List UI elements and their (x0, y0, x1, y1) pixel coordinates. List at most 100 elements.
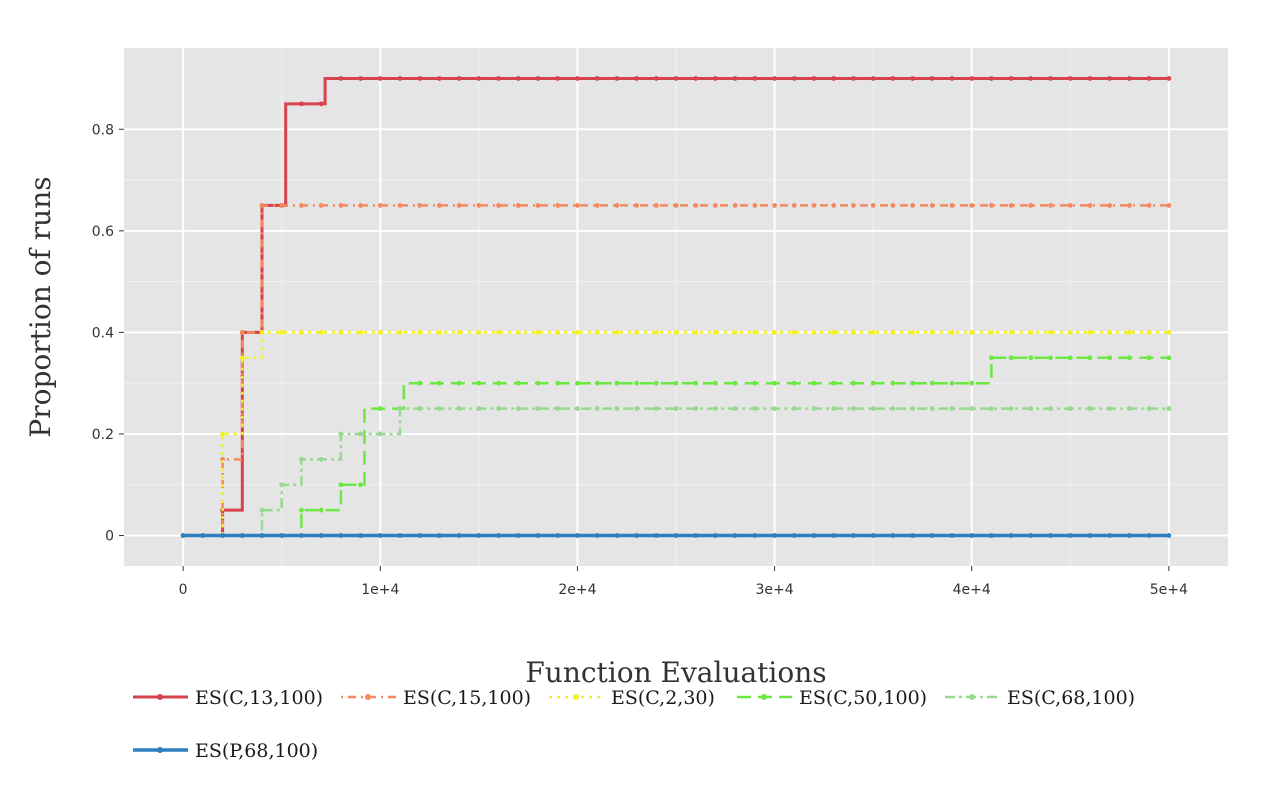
series-point (1127, 329, 1132, 335)
series-layer (180, 76, 1172, 538)
series-point (1107, 355, 1113, 361)
series-point (1087, 329, 1093, 335)
series-point (989, 533, 994, 538)
series-point (732, 406, 738, 411)
series-point (1048, 329, 1053, 335)
series-point (752, 203, 758, 208)
legend-item: ES(C,15,100) (341, 687, 531, 709)
series-point (713, 406, 718, 411)
y-tick-label: 0 (105, 529, 114, 545)
series-point (693, 76, 699, 81)
series-point (1087, 533, 1093, 538)
series-point (851, 380, 856, 386)
series-point (279, 329, 285, 335)
series-point (811, 380, 817, 386)
legend-item: ES(P,68,100) (133, 740, 318, 762)
series-point (1166, 329, 1172, 335)
series-point (634, 380, 639, 386)
series-point (1127, 533, 1132, 538)
series-point (1008, 355, 1014, 361)
series-point (929, 406, 935, 411)
series-point (555, 533, 561, 538)
series-point (732, 203, 738, 208)
axis-ticks: 0 1e+4 2e+4 3e+4 4e+4 5e+4 0 0.2 0.4 0.6 0.8 (92, 122, 1188, 598)
series-point (535, 533, 541, 538)
series-point (594, 329, 600, 335)
series-point (1048, 76, 1053, 81)
series-point (476, 380, 482, 386)
series-point (634, 76, 639, 81)
series-point (791, 203, 797, 208)
series-line (183, 407, 1169, 537)
series-point (338, 431, 344, 437)
series-point (1048, 406, 1053, 411)
series-point (969, 406, 975, 411)
series-point (910, 203, 915, 208)
series-point (220, 431, 225, 437)
series-point (831, 533, 837, 538)
series-point (358, 431, 363, 437)
series-point (259, 329, 265, 335)
series-point (1028, 533, 1034, 538)
series-point (555, 380, 561, 386)
legend-item: ES(C,50,100) (737, 687, 927, 709)
series-point (535, 203, 541, 208)
series-point (910, 533, 915, 538)
series-point (653, 406, 659, 411)
series-ES(C,15,100) (180, 203, 1172, 538)
series-point (1166, 533, 1172, 538)
series-point (673, 380, 679, 386)
series-point (496, 203, 501, 208)
series-point (575, 406, 580, 411)
series-point (673, 329, 679, 335)
series-point (831, 329, 837, 335)
legend-label: ES(C,68,100) (1007, 687, 1135, 709)
legend-key-point (969, 694, 975, 700)
series-point (437, 203, 442, 208)
series-point (851, 329, 856, 335)
series-point (299, 203, 304, 208)
series-point (890, 406, 896, 411)
series-point (870, 406, 876, 411)
y-tick-label: 0.2 (92, 427, 114, 443)
series-point (397, 533, 403, 538)
series-point (318, 456, 324, 462)
legend-key-point (157, 694, 163, 700)
series-point (673, 76, 679, 81)
series-point (949, 203, 955, 208)
series-point (910, 76, 915, 81)
series-point (713, 380, 718, 386)
x-tick-label: 0 (179, 582, 188, 598)
series-point (772, 533, 777, 538)
series-point (299, 329, 304, 335)
series-point (713, 76, 718, 81)
series-point (811, 533, 817, 538)
series-point (752, 329, 758, 335)
series-point (535, 76, 541, 81)
series-point (634, 203, 639, 208)
series-point (496, 380, 501, 386)
x-axis-title: Function Evaluations (525, 656, 826, 689)
series-point (713, 329, 718, 335)
series-point (496, 533, 501, 538)
series-point (969, 76, 975, 81)
series-point (575, 329, 580, 335)
series-point (456, 329, 462, 335)
series-point (496, 406, 501, 411)
series-point (456, 406, 462, 411)
series-point (594, 76, 600, 81)
series-point (614, 76, 620, 81)
series-point (239, 533, 245, 538)
series-point (1048, 355, 1053, 361)
series-point (1067, 355, 1073, 361)
series-point (614, 406, 620, 411)
series-point (220, 533, 225, 538)
series-point (299, 507, 304, 513)
series-point (851, 406, 856, 411)
series-point (890, 533, 896, 538)
legend-item: ES(C,13,100) (133, 687, 323, 709)
series-point (318, 203, 324, 208)
series-point (614, 329, 620, 335)
series-point (1127, 76, 1132, 81)
